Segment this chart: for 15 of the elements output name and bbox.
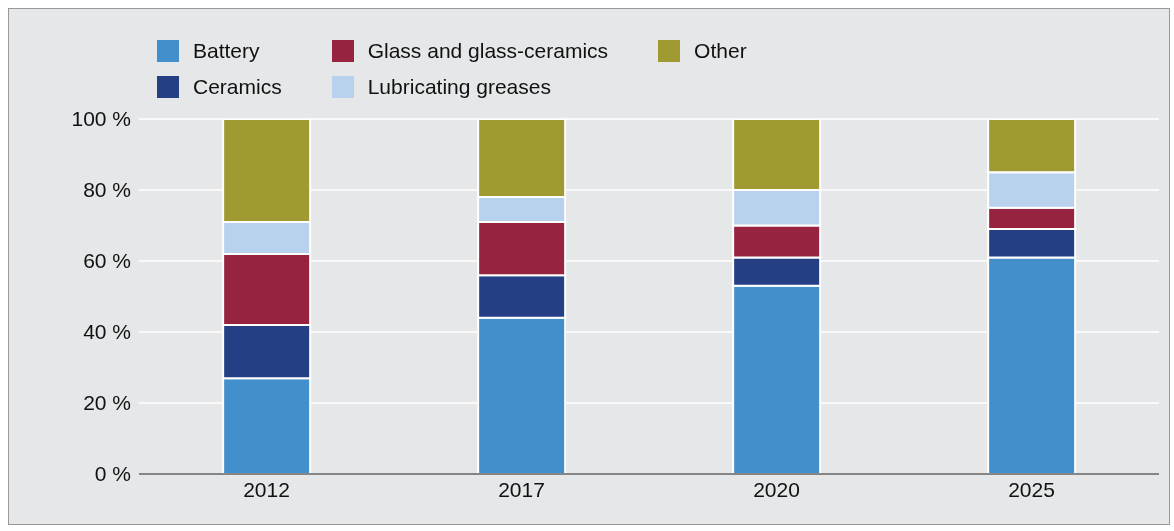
x-tick-label: 2017	[498, 477, 545, 501]
legend-label: Lubricating greases	[367, 75, 551, 99]
y-tick-label: 0 %	[94, 462, 131, 486]
legend-label: Other	[694, 39, 747, 63]
y-tick-label: 60 %	[83, 249, 131, 273]
y-tick-label: 40 %	[83, 320, 131, 344]
x-tick-label: 2012	[243, 477, 290, 501]
y-tick-label: 100 %	[71, 107, 131, 131]
y-tick-label: 20 %	[83, 391, 131, 415]
legend-label: Ceramics	[193, 75, 282, 99]
x-tick-label: 2020	[753, 477, 800, 501]
x-tick-label: 2025	[1008, 477, 1055, 501]
legend-label: Glass and glass-ceramics	[367, 39, 609, 63]
legend-label: Battery	[193, 39, 260, 63]
y-tick-label: 80 %	[83, 178, 131, 202]
